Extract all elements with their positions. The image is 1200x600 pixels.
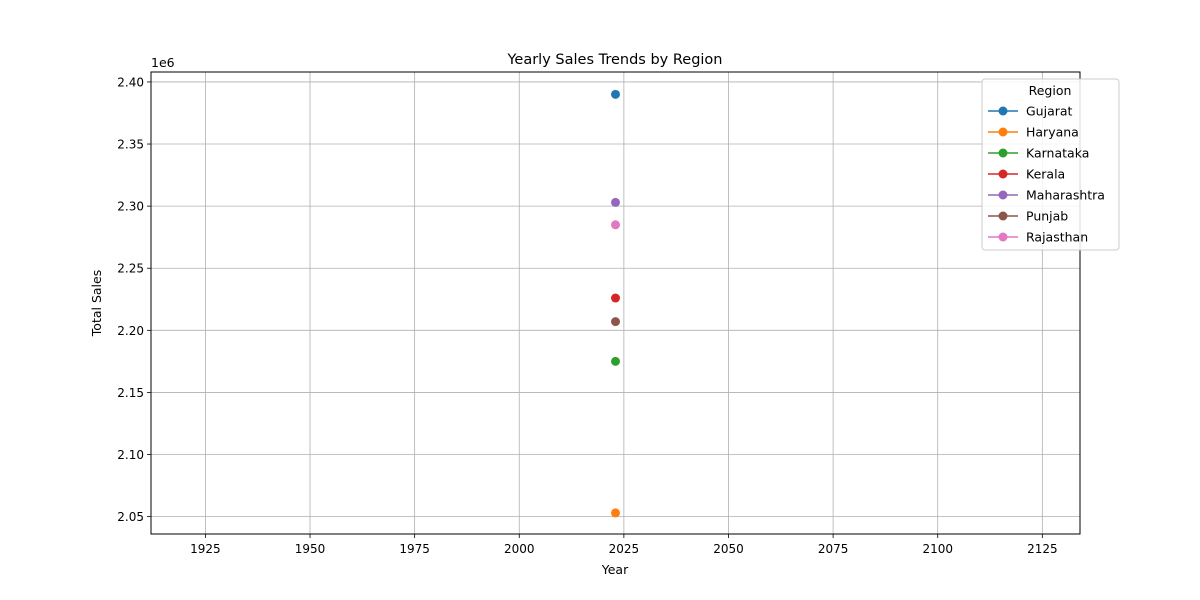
y-axis-label: Total Sales	[89, 270, 104, 337]
legend-marker	[998, 232, 1008, 242]
x-tick-label: 2125	[1027, 542, 1058, 556]
x-tick-label: 2000	[504, 542, 535, 556]
legend-label: Rajasthan	[1026, 230, 1088, 245]
legend-frame	[981, 78, 1120, 251]
y-tick-label: 2.25	[117, 262, 144, 276]
legend-marker	[998, 127, 1008, 137]
x-tick-label: 2100	[922, 542, 953, 556]
legend-title: Region	[1029, 83, 1072, 98]
y-tick-label: 2.20	[117, 324, 144, 338]
data-point-maharashtra	[611, 197, 620, 207]
y-axis-ticks: 2.05 2.10 2.15 2.20 2.25 2.30 2.35 2.40	[117, 75, 151, 524]
legend-item-haryana: Haryana	[988, 125, 1079, 140]
data-point-karnataka	[611, 356, 620, 366]
data-points	[611, 89, 620, 518]
legend-label: Karnataka	[1026, 146, 1089, 161]
x-tick-label: 2075	[818, 542, 849, 556]
grid	[151, 72, 1080, 534]
legend-item-punjab: Punjab	[988, 209, 1068, 224]
y-axis-offset-label: 1e6	[151, 55, 175, 70]
data-point-gujarat	[611, 89, 620, 99]
legend-item-rajasthan: Rajasthan	[988, 230, 1088, 245]
legend-marker	[998, 190, 1008, 200]
x-axis-ticks: 1925 1950 1975 2000 2025 2050 2075 2100 2125	[190, 534, 1058, 556]
y-tick-label: 2.15	[117, 386, 144, 400]
legend-label: Gujarat	[1026, 104, 1073, 119]
legend-label: Haryana	[1026, 125, 1079, 140]
legend-marker	[998, 211, 1008, 221]
legend-marker	[998, 148, 1008, 158]
legend-item-karnataka: Karnataka	[988, 146, 1089, 161]
y-tick-label: 2.10	[117, 448, 144, 462]
legend: Region Gujarat Haryana Karnataka Kerala Maha…	[981, 78, 1120, 251]
legend-item-kerala: Kerala	[988, 167, 1065, 182]
y-tick-label: 2.30	[117, 200, 144, 214]
y-tick-label: 2.40	[117, 75, 144, 89]
plot-area-frame	[150, 71, 1081, 535]
legend-label: Punjab	[1026, 209, 1068, 224]
legend-label: Kerala	[1026, 167, 1065, 182]
legend-item-maharashtra: Maharashtra	[988, 188, 1105, 203]
chart-title: Yearly Sales Trends by Region	[506, 52, 722, 68]
x-tick-label: 2050	[713, 542, 744, 556]
data-point-haryana	[611, 508, 620, 518]
y-tick-label: 2.05	[117, 510, 144, 524]
data-point-rajasthan	[611, 220, 620, 230]
legend-marker	[998, 106, 1008, 116]
data-point-kerala	[611, 293, 620, 303]
x-tick-label: 1950	[295, 542, 326, 556]
x-tick-label: 1975	[399, 542, 430, 556]
data-point-punjab	[611, 317, 620, 327]
legend-marker	[998, 169, 1008, 179]
x-axis-label: Year	[601, 562, 629, 577]
x-tick-label: 2025	[609, 542, 640, 556]
y-tick-label: 2.35	[117, 138, 144, 152]
legend-item-gujarat: Gujarat	[988, 104, 1073, 119]
x-tick-label: 1925	[190, 542, 221, 556]
legend-label: Maharashtra	[1026, 188, 1105, 203]
